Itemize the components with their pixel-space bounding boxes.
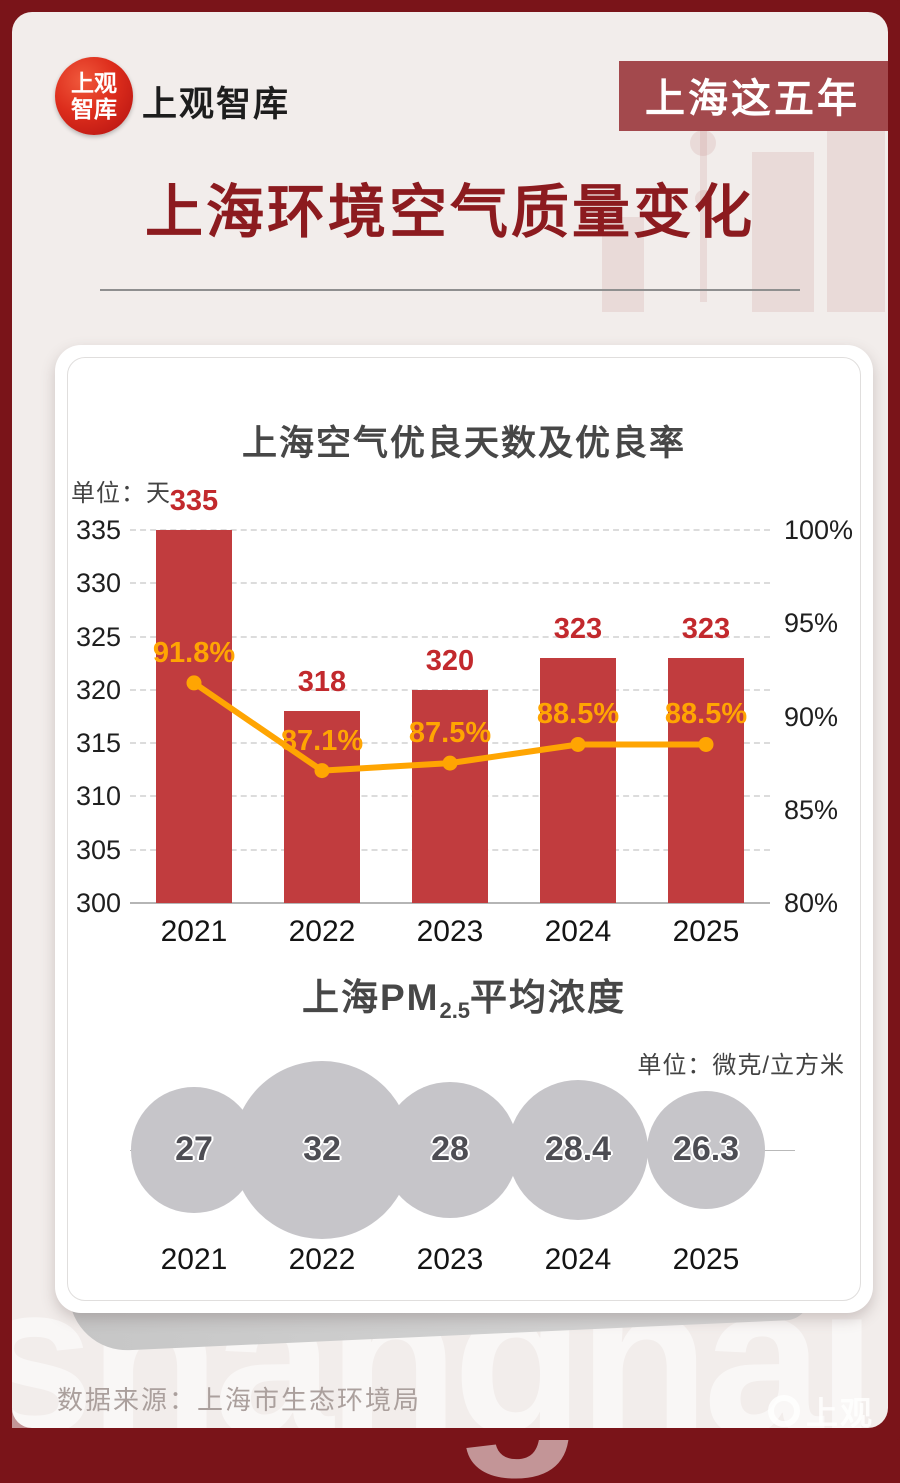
bar-value-label: 318 bbox=[297, 666, 347, 699]
bar bbox=[284, 711, 360, 903]
skyline-building-icon bbox=[602, 217, 644, 312]
left-axis-tick: 310 bbox=[75, 781, 121, 812]
title-divider bbox=[100, 289, 800, 291]
bar bbox=[412, 689, 488, 903]
bar-value-label: 335 bbox=[169, 485, 219, 517]
rate-line-point bbox=[698, 736, 714, 752]
bubble-chart-title: 上海PM2.5平均浓度 bbox=[55, 967, 873, 1024]
x-axis-label: 2022 bbox=[288, 915, 356, 948]
bubble-title-suffix: 平均浓度 bbox=[470, 977, 627, 1018]
corner-brand-text: 上观 bbox=[805, 1395, 874, 1431]
right-axis-tick: 85% bbox=[784, 794, 839, 825]
pm25-value-label: 32 bbox=[303, 1130, 341, 1168]
bar-value-label: 323 bbox=[553, 612, 603, 645]
bubble-year-label: 2022 bbox=[288, 1243, 356, 1276]
combo-chart-unit: 单位：天 bbox=[71, 480, 171, 507]
grid-line bbox=[130, 635, 770, 638]
pm25-value-label: 26.3 bbox=[672, 1130, 740, 1168]
rate-percent-label: 88.5% bbox=[664, 698, 748, 731]
bubble-year-label: 2024 bbox=[544, 1243, 612, 1276]
bar-value-label: 320 bbox=[425, 644, 475, 677]
bubble-year-label: 2025 bbox=[672, 1243, 740, 1276]
rate-percent-label: 87.1% bbox=[280, 724, 364, 757]
combo-chart-title: 上海空气优良天数及优良率 bbox=[241, 424, 686, 463]
brand-seal-line1: 上观 bbox=[71, 70, 117, 96]
rate-line-point bbox=[570, 736, 586, 752]
left-axis-tick: 300 bbox=[75, 888, 121, 918]
bubble-title-subscript: 2.5 bbox=[439, 998, 471, 1023]
bar bbox=[668, 657, 744, 903]
pm25-bubble bbox=[507, 1079, 649, 1221]
left-axis-tick: 315 bbox=[75, 728, 121, 759]
grid-line bbox=[130, 529, 770, 531]
left-axis-tick: 325 bbox=[75, 621, 121, 652]
right-axis-tick: 100% bbox=[784, 515, 854, 545]
left-axis-tick: 305 bbox=[75, 834, 121, 865]
x-axis-baseline bbox=[130, 902, 770, 904]
rate-line-series bbox=[186, 675, 714, 779]
bubble-year-label: 2023 bbox=[416, 1243, 484, 1276]
skyline-tower-sphere-icon bbox=[695, 190, 712, 207]
rate-percent-label: 87.5% bbox=[408, 717, 492, 750]
bubble-title-prefix: 上海PM bbox=[301, 977, 440, 1018]
x-axis-label: 2024 bbox=[544, 915, 612, 948]
bubble-chart-unit: 单位：微克/立方米 bbox=[637, 1052, 845, 1079]
pm25-bubble bbox=[382, 1082, 518, 1218]
bar bbox=[156, 530, 232, 903]
x-axis-label: 2021 bbox=[160, 915, 228, 948]
bar-value-label: 323 bbox=[681, 612, 731, 645]
brand-seal-logo: 上观 智库 bbox=[55, 57, 133, 135]
data-source-note: 数据来源：上海市生态环境局 bbox=[57, 1385, 422, 1415]
corner-brand-ring-icon bbox=[767, 1395, 800, 1427]
skyline-building-icon bbox=[752, 152, 814, 312]
left-axis-tick: 320 bbox=[75, 674, 121, 705]
page-title: 上海环境空气质量变化 bbox=[144, 180, 755, 245]
skyline-tower-sphere-icon bbox=[690, 130, 716, 156]
x-axis-label: 2023 bbox=[416, 915, 484, 948]
bubble-year-label: 2021 bbox=[160, 1243, 228, 1276]
rate-line-point bbox=[314, 763, 330, 779]
right-axis-tick: 95% bbox=[784, 608, 839, 639]
rate-percent-label: 91.8% bbox=[152, 636, 236, 669]
right-axis-tick: 90% bbox=[784, 701, 839, 732]
pm25-bubble bbox=[647, 1091, 765, 1209]
pm25-bubble bbox=[233, 1061, 411, 1239]
corner-brand-logo: 上观 bbox=[767, 1388, 874, 1434]
brand-seal-line2: 智库 bbox=[71, 96, 117, 122]
pm25-value-label: 27 bbox=[175, 1130, 213, 1168]
bar bbox=[540, 657, 616, 903]
chart-card: 上海空气优良天数及优良率 单位：天 上海PM2.5平均浓度 单位：微克/立方米 … bbox=[55, 345, 873, 1313]
rate-line-point bbox=[186, 675, 202, 691]
right-axis-tick: 80% bbox=[784, 888, 839, 918]
grid-line bbox=[130, 582, 770, 585]
rate-percent-label: 88.5% bbox=[536, 698, 620, 731]
series-badge: 上海这五年 bbox=[619, 61, 888, 131]
left-axis-tick: 330 bbox=[75, 568, 121, 599]
pm25-value-label: 28 bbox=[431, 1130, 469, 1168]
pm25-value-label: 28.4 bbox=[544, 1130, 612, 1168]
brand-wordmark: 上观智库 bbox=[142, 85, 291, 124]
skyline-tower-icon bbox=[700, 112, 707, 302]
x-axis-label: 2025 bbox=[672, 915, 740, 948]
rate-line-point bbox=[442, 755, 458, 771]
left-axis-tick: 335 bbox=[75, 515, 121, 545]
